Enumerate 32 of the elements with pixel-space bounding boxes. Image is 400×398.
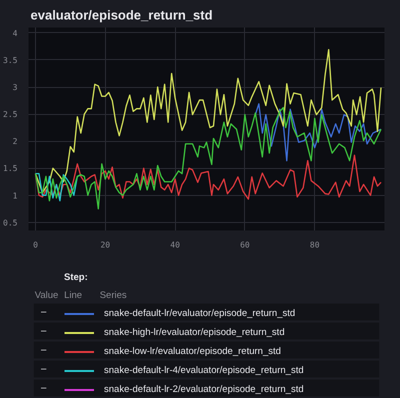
text: – [40,364,47,374]
legend-label: snake-default-lr-2/evaluator/episode_return_std [104,383,304,397]
legend-label: snake-low-lr/evaluator/episode_return_std [104,345,281,359]
legend-label: snake-default-lr/evaluator/episode_return_std [104,307,296,321]
chart-title: evaluator/episode_return_std [30,8,213,22]
legend-label: snake-high-lr/evaluator/episode_return_std [104,326,285,340]
text: Line [64,290,82,301]
line-series [254,103,382,162]
line-series [34,106,382,210]
text: – [40,344,47,356]
y-tick-label: 2.5 [3,110,18,120]
text: Value [34,290,58,301]
y-tick-label: 3 [12,83,18,92]
text: – [40,382,47,394]
x-tick-label: 0 [33,240,38,250]
y-tick-label: 0.5 [3,218,18,228]
line-series [34,154,382,200]
x-tick-label: 20 [100,240,110,250]
legend-label: snake-default-lr-4/evaluator/episode_return_std [104,364,304,378]
text: – [40,306,47,318]
text: Series [100,290,127,301]
legend-title: Step: [64,272,89,283]
x-tick-label: 40 [170,240,180,250]
y-tick-label: 2 [12,137,18,146]
y-tick-label: 3.5 [3,56,18,65]
y-tick-label: 1.5 [3,164,18,174]
text: – [40,326,47,336]
x-tick-label: 60 [240,240,250,250]
x-tick-label: 80 [310,240,320,250]
y-tick-label: 4 [12,28,18,38]
y-tick-label: 1 [12,191,18,200]
line-series [34,49,382,194]
